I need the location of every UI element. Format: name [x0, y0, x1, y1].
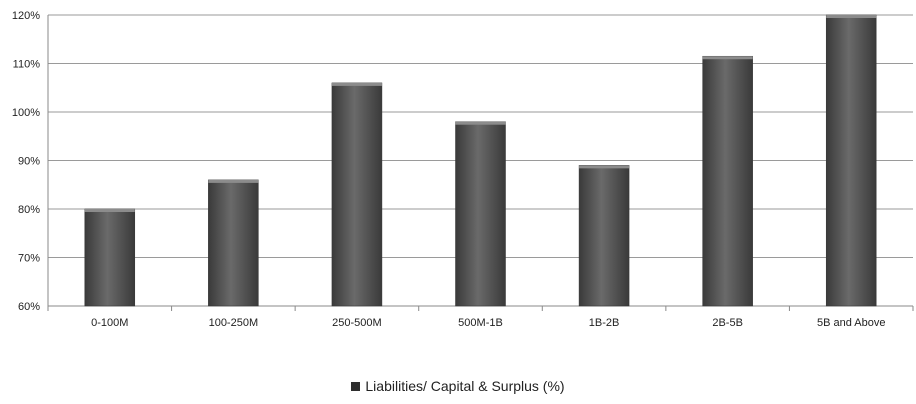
- bar: [208, 179, 259, 307]
- y-tick-label: 80%: [18, 204, 40, 216]
- x-tick-label: 250-500M: [332, 317, 382, 329]
- legend-swatch: [351, 382, 361, 391]
- bar: [578, 165, 630, 307]
- legend-label: Liabilities/ Capital & Surplus (%): [365, 378, 565, 394]
- bar: [825, 14, 877, 307]
- y-tick-label: 90%: [18, 156, 40, 168]
- bar-top-highlight: [208, 179, 259, 183]
- bar: [331, 82, 383, 307]
- x-tick-label: 500M-1B: [458, 317, 503, 329]
- y-tick-label: 100%: [12, 107, 40, 119]
- x-tick-label: 100-250M: [209, 317, 259, 329]
- bar-top-highlight: [84, 209, 135, 212]
- x-tick-label: 2B-5B: [712, 317, 743, 329]
- x-tick-label: 0-100M: [91, 317, 128, 329]
- y-tick-labels: 60% 70% 80% 90% 100% 110% 120%: [12, 10, 40, 313]
- bar-top-highlight: [331, 82, 382, 86]
- bar-top-highlight: [826, 15, 877, 18]
- y-tick-label: 110%: [13, 59, 41, 71]
- y-tick-label: 60%: [18, 301, 40, 313]
- y-tick-label: 120%: [12, 10, 40, 22]
- x-tick-labels: 0-100M 100-250M 250-500M 500M-1B 1B-2B 2B-5B 5…: [91, 317, 885, 329]
- y-tick-label: 70%: [18, 253, 40, 265]
- bar-top-highlight: [579, 165, 630, 169]
- bar-top-highlight: [702, 56, 753, 60]
- legend: Liabilities/ Capital & Surplus (%): [0, 378, 916, 394]
- x-tick-label: 1B-2B: [589, 317, 620, 329]
- bar: [84, 208, 136, 307]
- bar: [702, 55, 753, 307]
- bar: [455, 121, 506, 307]
- x-tick-label: 5B and Above: [817, 317, 886, 329]
- bars: [84, 14, 877, 307]
- bar-top-highlight: [455, 121, 506, 125]
